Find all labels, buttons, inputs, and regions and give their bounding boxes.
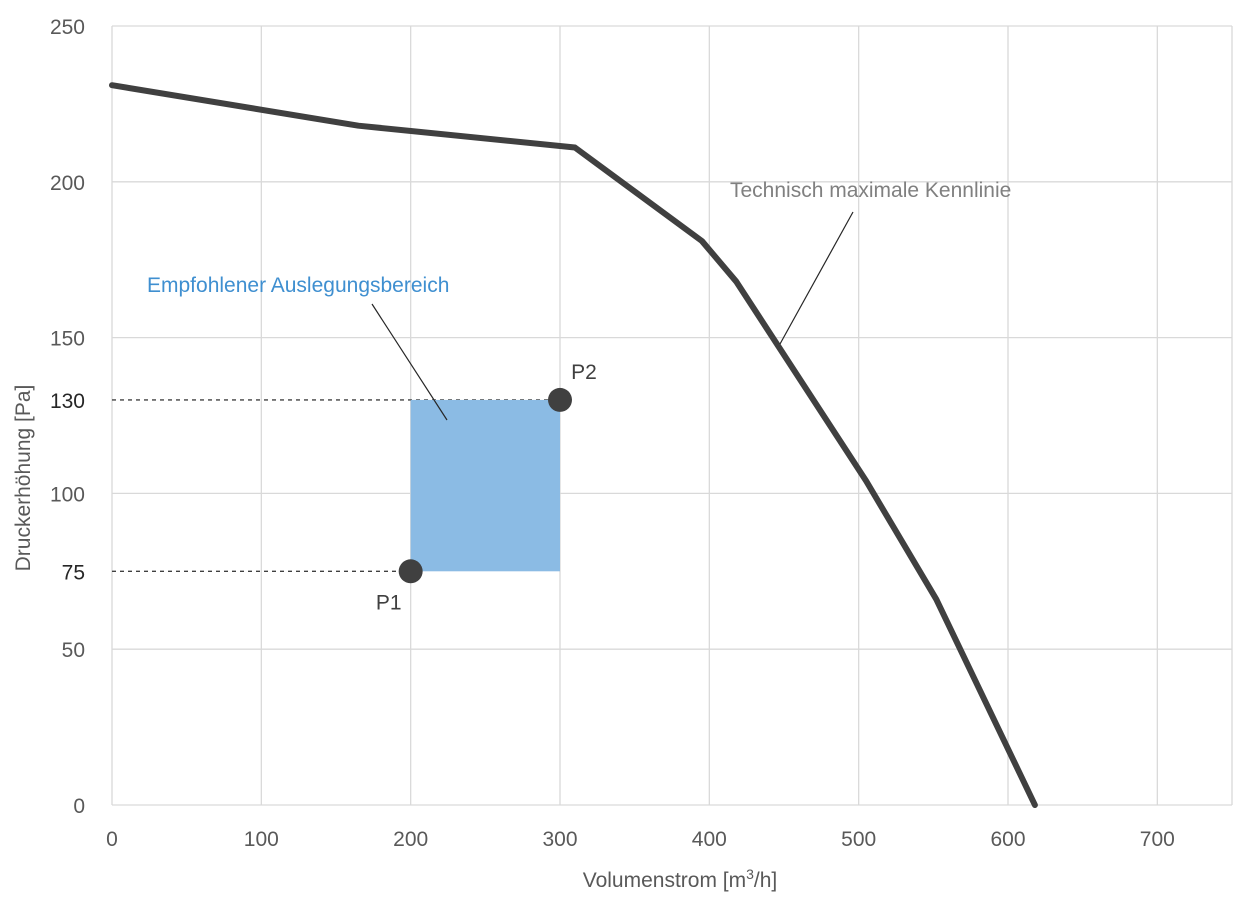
point-label-p1: P1 [376,591,402,614]
recommended-range-layer [410,399,560,572]
y-tick-label-0: 0 [73,795,85,818]
annotations-layer: Empfohlener Auslegungsbereich Technisch m… [147,179,1011,421]
y-axis-title: Druckerhöhung [Pa] [12,385,35,572]
guide-lines [112,399,560,572]
annotation-max-curve: Technisch maximale Kennlinie [730,179,1011,202]
x-axis-title-suffix: /h] [754,869,777,892]
points-layer: P1 P2 [376,361,597,614]
y-tick-label-100: 100 [50,483,85,506]
x-axis-title: Volumenstrom [m3/h] [583,866,778,892]
x-tick-label-200: 200 [393,828,428,851]
annotation-recommended-range: Empfohlener Auslegungsbereich [147,274,449,297]
y-tick-label-250: 250 [50,16,85,39]
x-axis-title-superscript: 3 [746,866,754,882]
series-line-0 [109,82,1038,808]
x-tick-label-500: 500 [841,828,876,851]
x-tick-label-300: 300 [542,828,577,851]
y-tick-label-130: 130 [50,390,85,413]
leader-line-recommended-range [371,303,448,421]
x-axis-title-prefix: Volumenstrom [m [583,869,746,892]
grid [111,25,1233,806]
ticks-layer: 0 50 75 100 130 150 200 250 0 100 200 300 400 500 600 7… [50,16,1175,851]
y-tick-label-200: 200 [50,172,85,195]
x-tick-label-400: 400 [692,828,727,851]
y-tick-label-75: 75 [62,561,85,584]
leader-line-max-curve [779,211,854,345]
x-tick-label-100: 100 [244,828,279,851]
x-tick-label-0: 0 [106,828,118,851]
x-tick-label-600: 600 [990,828,1025,851]
y-tick-label-150: 150 [50,328,85,351]
series-layer [109,82,1038,808]
x-tick-label-700: 700 [1140,828,1175,851]
point-label-p2: P2 [571,361,597,384]
point-marker-p2 [548,387,572,412]
recommended-range-area [410,399,560,572]
point-marker-p1 [398,559,423,584]
y-tick-label-50: 50 [62,639,85,662]
